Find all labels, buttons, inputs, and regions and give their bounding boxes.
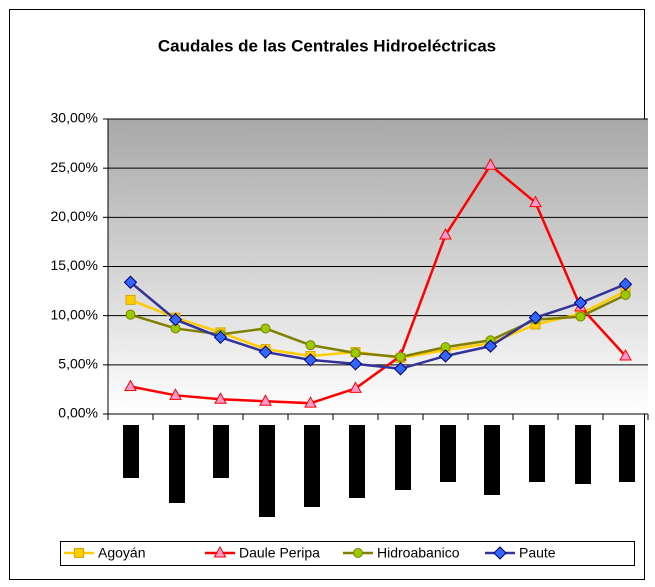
label-block [440, 425, 456, 482]
marker [213, 330, 228, 345]
marker [169, 388, 182, 400]
y-tick-label: 20,00% [51, 208, 98, 224]
marker [395, 351, 406, 362]
label-block [619, 425, 635, 482]
category-label-blocks [123, 425, 635, 517]
legend-marker [353, 548, 363, 558]
label-block [169, 425, 185, 503]
marker [168, 312, 183, 327]
legend-label: Hidroabanico [377, 545, 460, 561]
marker [304, 396, 317, 408]
label-block [395, 425, 411, 490]
label-block [349, 425, 365, 498]
marker [260, 323, 271, 334]
marker [529, 195, 542, 208]
label-block [123, 425, 139, 478]
series-markers [123, 275, 633, 376]
marker [124, 379, 137, 391]
marker [258, 345, 273, 359]
marker [125, 309, 136, 320]
marker [350, 348, 361, 359]
series-line [129, 281, 626, 371]
marker [303, 353, 318, 367]
marker [439, 227, 452, 240]
legend-label: Paute [519, 545, 556, 561]
label-block [304, 425, 320, 507]
marker [305, 340, 316, 351]
marker [349, 381, 362, 393]
y-tick-label: 15,00% [51, 257, 98, 273]
label-block [484, 425, 500, 495]
marker [393, 362, 408, 376]
series-line [130, 163, 627, 405]
label-block [213, 425, 229, 478]
y-tick-label: 30,00% [51, 110, 98, 126]
marker [259, 394, 272, 406]
marker [619, 348, 632, 361]
marker [125, 294, 136, 305]
marker [620, 290, 631, 301]
y-tick-label: 5,00% [58, 356, 98, 372]
marker [484, 158, 497, 170]
marker [214, 392, 227, 404]
marker [123, 275, 138, 289]
legend-marker [74, 548, 84, 558]
y-tick-label: 0,00% [58, 405, 98, 421]
chart-title: Caudales de las Centrales Hidroeléctrica… [158, 36, 496, 55]
marker [573, 296, 588, 310]
label-block [529, 425, 545, 482]
label-block [259, 425, 275, 517]
legend-marker [493, 546, 507, 560]
label-block [575, 425, 591, 484]
marker [618, 277, 633, 291]
y-tick-label: 10,00% [51, 306, 98, 322]
y-tick-label: 25,00% [51, 159, 98, 175]
legend-label: Daule Peripa [239, 545, 320, 561]
marker [438, 349, 453, 363]
marker [575, 311, 586, 322]
legend-marker [213, 545, 227, 558]
marker [483, 339, 498, 353]
legend-label: Agoyán [98, 545, 145, 561]
marker [528, 310, 543, 325]
marker [348, 357, 363, 371]
